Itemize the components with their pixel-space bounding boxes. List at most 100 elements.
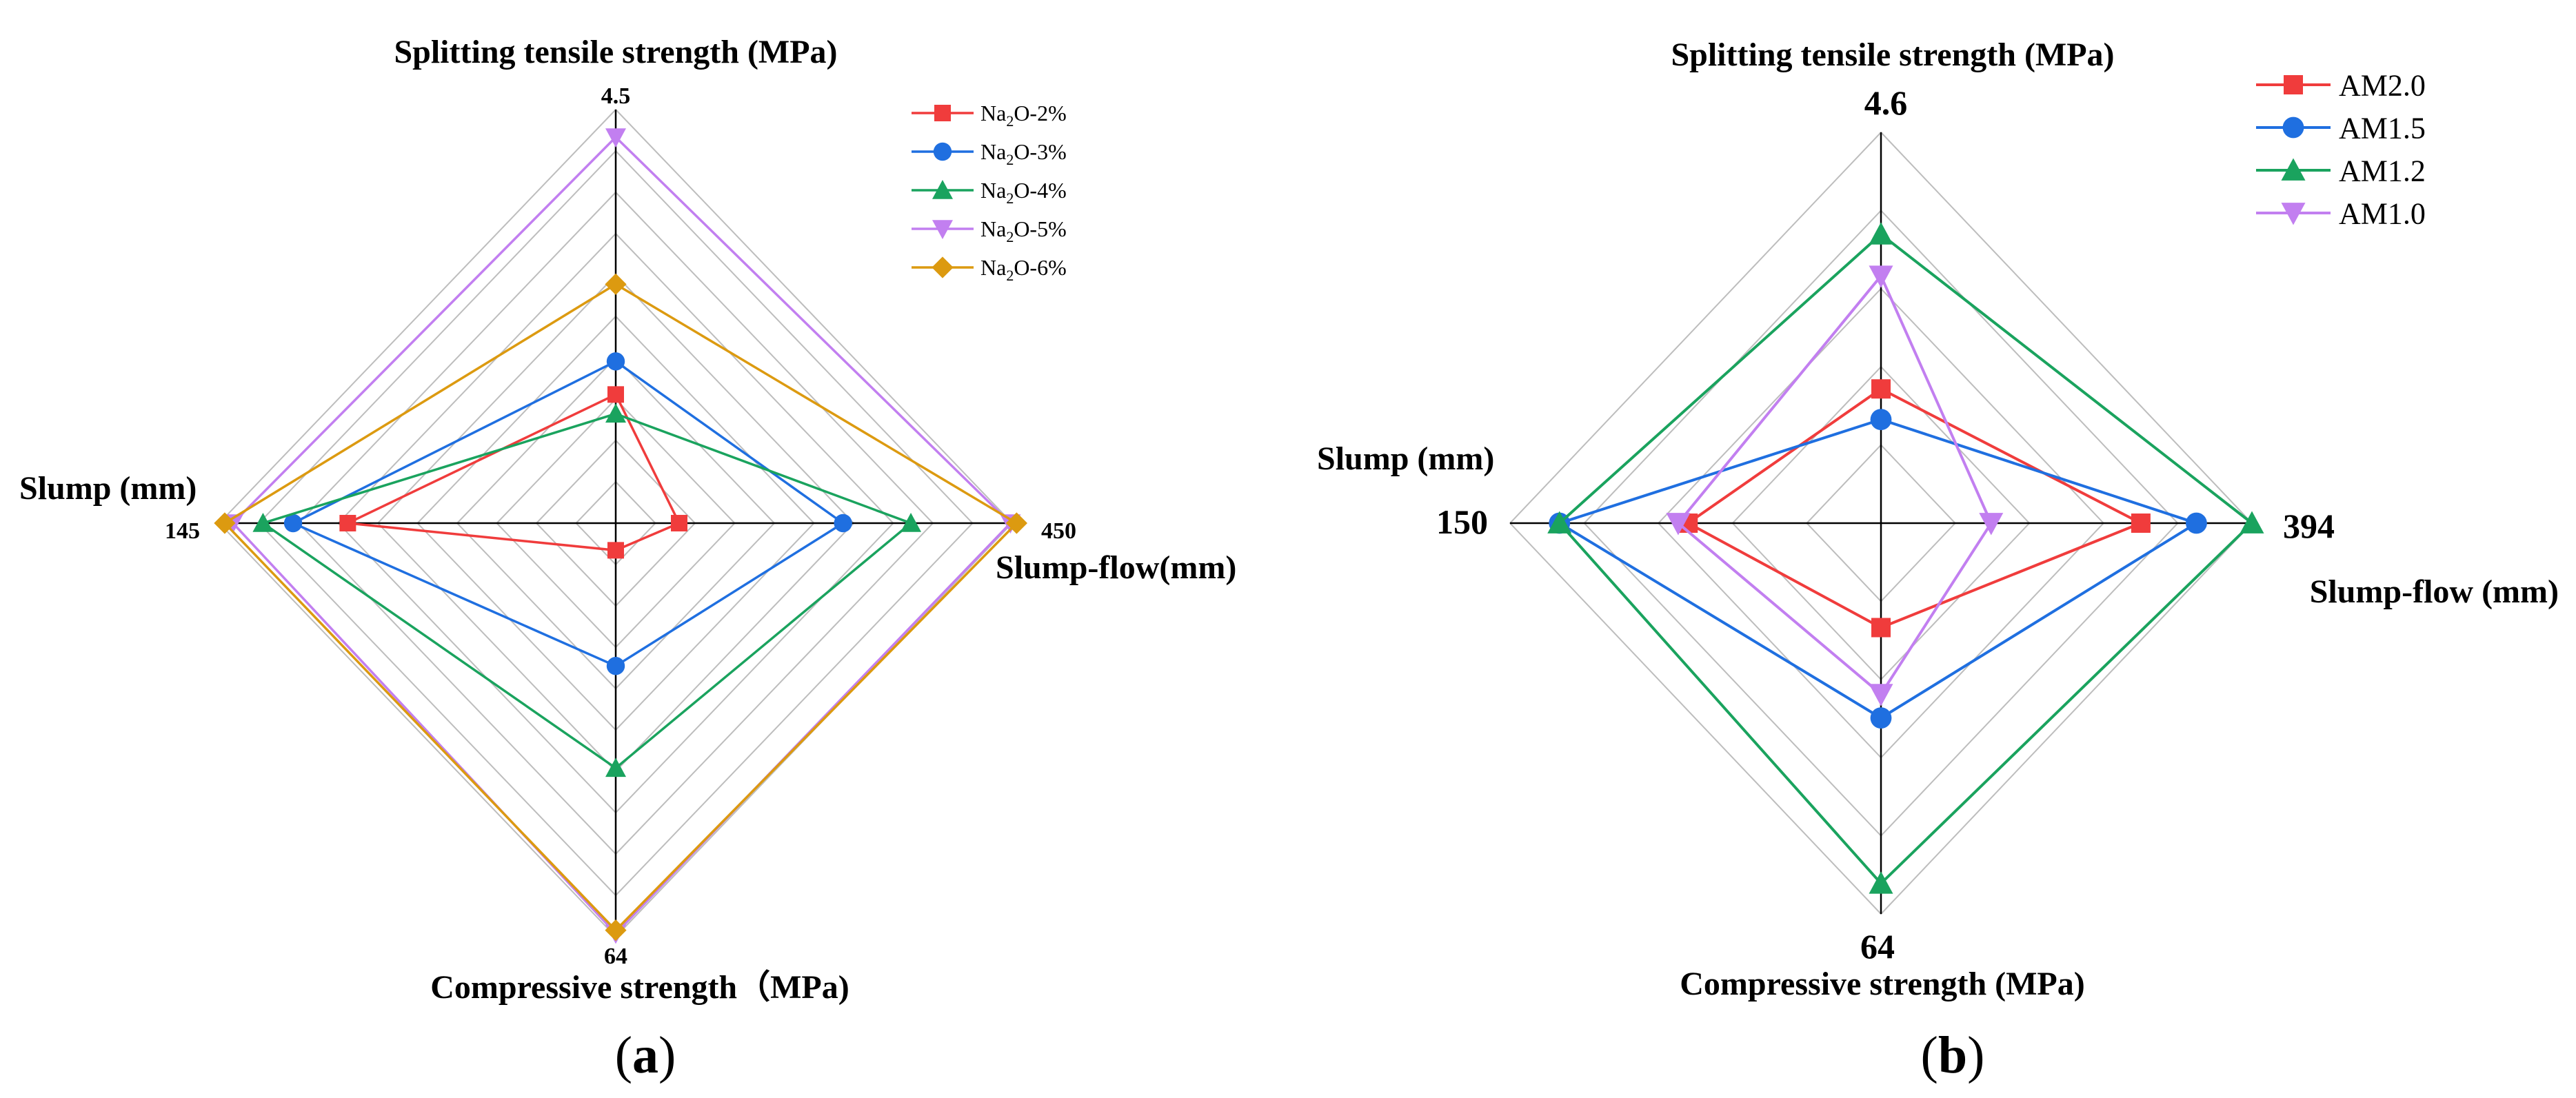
legend-label: Na2O-6% — [980, 255, 1067, 284]
data-point-a-4-top — [605, 273, 627, 295]
data-point-b-3-right — [1979, 513, 2004, 536]
legend-marker — [2281, 203, 2306, 225]
legend-marker — [2281, 158, 2306, 181]
legend-label-sub: 2 — [1006, 112, 1014, 130]
axis-title-top-a: Splitting tensile strength (MPa) — [394, 34, 837, 70]
data-point-a-0-right — [671, 515, 687, 531]
data-point-a-1-top — [606, 352, 625, 371]
axis-max-bottom-a: 64 — [604, 944, 627, 969]
data-point-b-0-right — [2131, 514, 2151, 533]
axis-title-right-b: Slump-flow (mm) — [2310, 573, 2559, 610]
data-point-a-2-left — [252, 513, 274, 532]
axis-max-right-a: 450 — [1041, 518, 1076, 544]
data-point-b-1-top — [1870, 409, 1892, 431]
data-point-b-2-right — [2240, 511, 2264, 533]
data-point-b-3-left — [1666, 513, 1691, 536]
axis-title-bottom-b: Compressive strength (MPa) — [1680, 966, 2084, 1002]
legend-label-base: AM1.0 — [2339, 196, 2426, 230]
panel-label-a: (a) — [615, 1026, 676, 1084]
legend-marker — [933, 142, 952, 161]
legend-label-sub: 2 — [1006, 151, 1014, 168]
data-point-b-2-top — [1869, 222, 1893, 245]
data-point-a-4-right — [1005, 512, 1027, 534]
data-point-a-2-bottom — [605, 758, 626, 777]
data-point-a-0-bottom — [607, 542, 624, 559]
legend-label-base: AM1.5 — [2339, 111, 2426, 145]
data-point-a-1-bottom — [606, 656, 625, 675]
series-b — [1547, 222, 2264, 894]
legend-item: Na2O-4% — [912, 178, 1067, 207]
data-point-b-3-bottom — [1869, 684, 1893, 706]
legend-marker — [2282, 116, 2304, 139]
legend-label: Na2O-2% — [980, 101, 1067, 130]
legend-item: AM2.0 — [2256, 68, 2426, 102]
legend-marker — [2284, 75, 2303, 94]
legend-label-sub: 2 — [1006, 267, 1014, 284]
data-point-a-2-right — [900, 513, 922, 532]
legend-label-rest: O-2% — [1014, 101, 1066, 125]
axis-max-top-b: 4.6 — [1864, 83, 1908, 122]
legend-label-base: Na — [980, 255, 1006, 280]
panel-letter-b: b — [1938, 1026, 1967, 1084]
legend-marker — [932, 220, 953, 239]
legend-label-rest: O-5% — [1014, 216, 1066, 241]
legend-label-base: AM1.2 — [2339, 154, 2426, 187]
legend-item: Na2O-3% — [912, 139, 1067, 168]
series-a — [214, 128, 1027, 944]
data-point-b-1-right — [2186, 512, 2207, 534]
legend-item: AM1.2 — [2256, 154, 2426, 187]
data-point-a-0-left — [339, 515, 356, 531]
legend-marker — [932, 180, 953, 199]
legend-item: AM1.0 — [2256, 196, 2426, 230]
legend-label-sub: 2 — [1006, 228, 1014, 245]
panel-label-b: (b) — [1921, 1026, 1985, 1084]
axis-max-bottom-b: 64 — [1860, 927, 1895, 966]
axis-title-top-b: Splitting tensile strength (MPa) — [1671, 37, 2114, 73]
data-point-b-1-bottom — [1870, 707, 1892, 729]
series-line-b-1 — [1558, 418, 2198, 720]
panel-letter-a: a — [632, 1026, 658, 1084]
radar-chart-a: Splitting tensile strength (MPa) 4.5 450… — [19, 34, 1236, 1084]
data-point-a-0-top — [607, 386, 624, 403]
data-point-a-2-top — [605, 403, 626, 423]
legend-marker — [934, 105, 951, 121]
legend-label: Na2O-4% — [980, 178, 1067, 207]
legend-label: Na2O-3% — [980, 139, 1067, 168]
series-line-a-2 — [261, 412, 912, 770]
legend-item: Na2O-2% — [912, 101, 1067, 130]
legend-label-base: AM2.0 — [2339, 68, 2426, 102]
data-point-a-1-right — [834, 514, 852, 533]
legend-label-rest: O-3% — [1014, 139, 1066, 164]
series-line-b-0 — [1687, 387, 2142, 629]
data-point-b-2-left — [1547, 511, 1572, 533]
legend-item: Na2O-6% — [912, 255, 1067, 284]
legend-a: Na2O-2%Na2O-3%Na2O-4%Na2O-5%Na2O-6% — [912, 101, 1067, 284]
axis-title-left-a: Slump (mm) — [19, 470, 197, 507]
data-point-a-4-left — [214, 512, 236, 534]
data-point-b-3-top — [1869, 265, 1893, 288]
legend-label: AM1.5 — [2339, 111, 2426, 145]
legend-label: Na2O-5% — [980, 216, 1067, 245]
axis-max-right-b: 394 — [2283, 507, 2335, 545]
legend-label-base: Na — [980, 216, 1006, 241]
legend-label-base: Na — [980, 139, 1006, 164]
legend-label: AM1.2 — [2339, 154, 2426, 187]
legend-label-base: Na — [980, 178, 1006, 203]
axis-title-right-a: Slump-flow(mm) — [996, 549, 1236, 586]
axis-title-left-b: Slump (mm) — [1317, 440, 1494, 477]
axis-max-left-a: 145 — [165, 518, 200, 544]
legend-label: AM1.0 — [2339, 196, 2426, 230]
radar-chart-b: Splitting tensile strength (MPa) 4.6 394… — [1317, 37, 2559, 1084]
data-point-a-4-bottom — [605, 919, 627, 942]
series-line-a-4 — [223, 283, 1018, 932]
axis-title-bottom-a: Compressive strength（MPa) — [430, 969, 849, 1006]
data-point-a-3-top — [605, 128, 626, 148]
legend-marker — [932, 256, 954, 278]
legend-label: AM2.0 — [2339, 68, 2426, 102]
data-point-b-2-bottom — [1869, 871, 1893, 894]
legend-label-rest: O-6% — [1014, 255, 1066, 280]
legend-label-rest: O-4% — [1014, 178, 1066, 203]
legend-item: AM1.5 — [2256, 111, 2426, 145]
data-point-b-0-top — [1871, 379, 1891, 399]
